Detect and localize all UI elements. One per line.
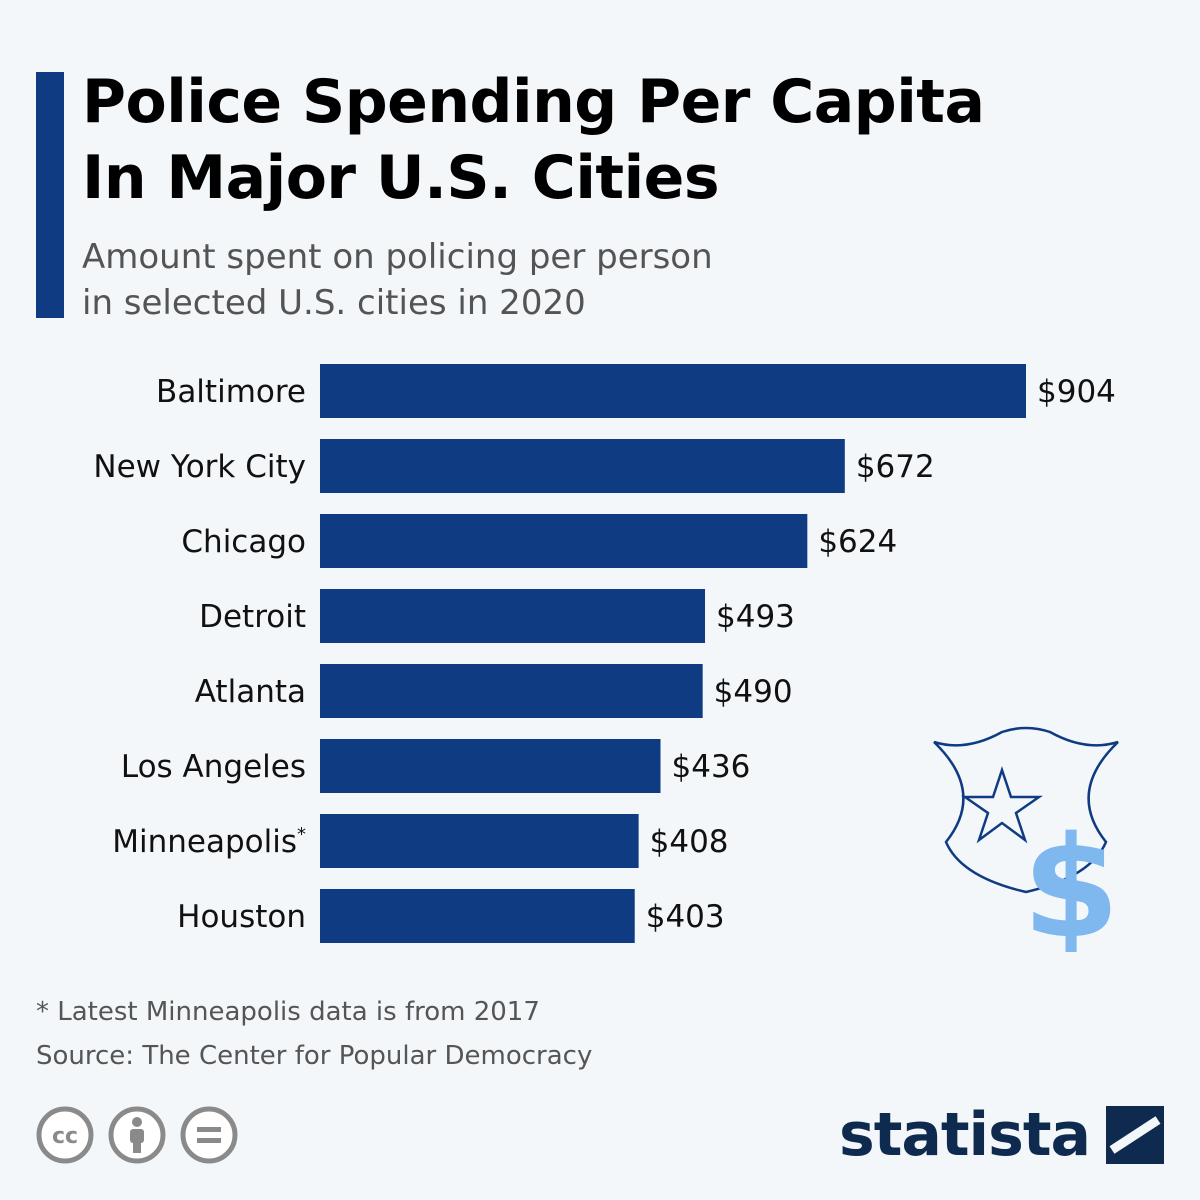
category-label: New York City [93,449,306,485]
value-label: $436 [672,749,751,785]
category-label: Detroit [199,599,306,635]
category-label: Atlanta [195,674,306,710]
statista-logo-mark-icon [1106,1106,1164,1164]
bar [320,739,661,793]
category-label: Houston [177,899,306,935]
footnotes: * Latest Minneapolis data is from 2017 S… [36,990,592,1078]
category-label: Chicago [181,524,306,560]
no-derivatives-icon[interactable] [180,1106,238,1164]
value-label: $904 [1037,374,1116,410]
statista-logo[interactable]: statista [839,1100,1164,1170]
attribution-icon[interactable] [108,1106,166,1164]
subtitle-line-1: Amount spent on policing per person [82,237,713,277]
bar [320,889,635,943]
bar [320,664,703,718]
category-label: Baltimore [156,374,306,410]
bar [320,589,706,643]
source-note: Source: The Center for Popular Democracy [36,1041,593,1071]
badge-shield-outline [933,726,1119,894]
value-label: $624 [818,524,897,560]
chart-subtitle: Amount spent on policing per person in s… [82,234,982,326]
value-label: $493 [716,599,795,635]
title-line-1: Police Spending Per Capita [82,67,985,137]
bar-chart: Baltimore $904 New York City $672 Chicago $62… [93,364,1116,943]
creative-commons-icon[interactable]: cc [36,1106,94,1164]
bar [320,814,639,868]
license-icons: cc [36,1106,238,1164]
value-label: $490 [714,674,793,710]
value-label: $403 [646,899,725,935]
bar [320,439,845,493]
subtitle-line-2: in selected U.S. cities in 2020 [82,283,586,323]
category-label: Los Angeles [121,749,306,785]
accent-bar [36,72,64,318]
svg-text:cc: cc [52,1124,78,1149]
value-label: $408 [650,824,729,860]
category-label: Minneapolis* [112,824,306,860]
value-label: $672 [856,449,935,485]
title-line-2: In Major U.S. Cities [82,143,720,213]
bar [320,514,808,568]
star-icon [961,766,1043,844]
chart-title: Police Spending Per Capita In Major U.S.… [82,64,1162,216]
bar [320,364,1026,418]
footnote-note: * Latest Minneapolis data is from 2017 [36,997,540,1027]
police-badge-icon: $ [933,726,1120,952]
dollar-sign-icon: $ [1022,807,1119,952]
logo-wordmark: statista [838,1100,1091,1170]
